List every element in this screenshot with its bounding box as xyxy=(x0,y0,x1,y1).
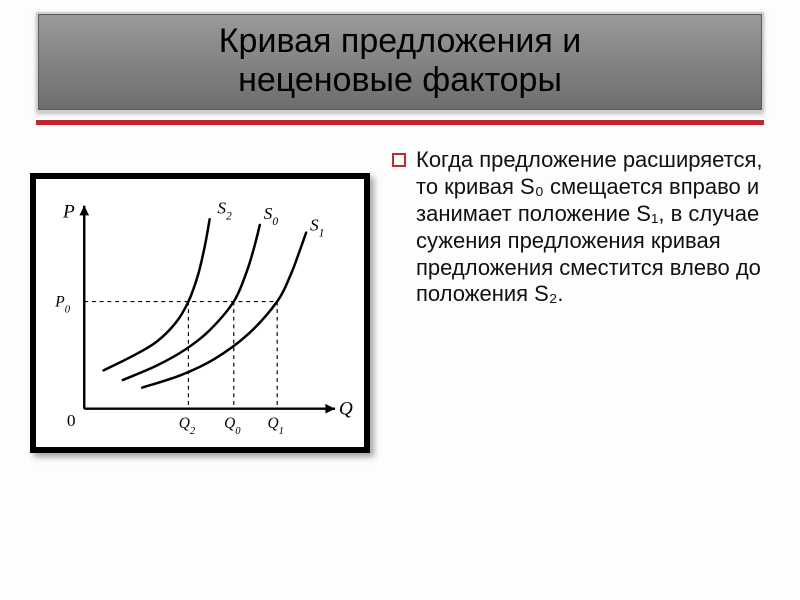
body-text: Когда предложение расширяется, то кривая… xyxy=(416,147,770,308)
svg-text:S2: S2 xyxy=(217,199,232,223)
svg-text:S0: S0 xyxy=(264,204,279,228)
svg-text:Q: Q xyxy=(339,399,353,420)
title-line-1: Кривая предложения и xyxy=(48,22,752,61)
title-line-2: неценовые факторы xyxy=(48,61,752,100)
svg-text:S1: S1 xyxy=(310,216,324,240)
square-bullet-icon xyxy=(392,153,406,167)
bullet-item: Когда предложение расширяется, то кривая… xyxy=(392,147,770,308)
supply-curve-chart: PQ0Q2Q0Q1P0S2S0S1 xyxy=(30,173,370,453)
svg-text:0: 0 xyxy=(67,411,76,430)
svg-text:Q0: Q0 xyxy=(224,415,241,436)
svg-text:Q2: Q2 xyxy=(179,415,196,436)
svg-text:P: P xyxy=(62,202,75,223)
page-title: Кривая предложения и неценовые факторы xyxy=(36,12,764,112)
svg-text:P0: P0 xyxy=(54,294,70,315)
svg-text:Q1: Q1 xyxy=(268,415,284,436)
